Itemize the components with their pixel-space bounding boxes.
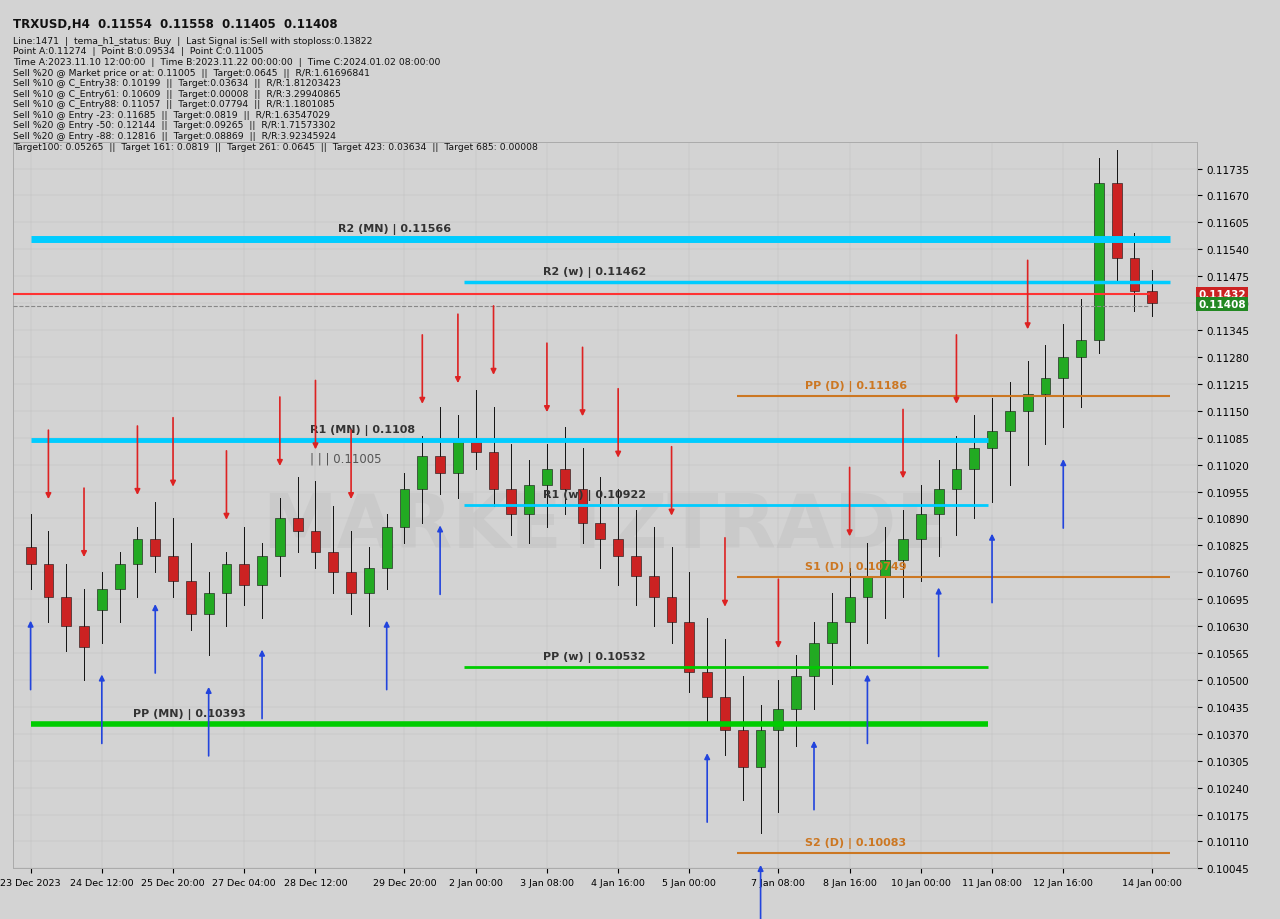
Bar <box>399 490 410 528</box>
Bar <box>559 470 570 490</box>
Bar <box>809 643 819 676</box>
Text: PP (D) | 0.11186: PP (D) | 0.11186 <box>805 380 908 391</box>
Bar <box>1076 341 1085 357</box>
Bar <box>863 577 872 597</box>
Text: Time A:2023.11.10 12:00:00  |  Time B:2023.11.22 00:00:00  |  Time C:2024.01.02 : Time A:2023.11.10 12:00:00 | Time B:2023… <box>13 58 440 67</box>
Text: Sell %20 @ Entry -88: 0.12816  ||  Target:0.08869  ||  R/R:3.92345924: Sell %20 @ Entry -88: 0.12816 || Target:… <box>13 132 335 141</box>
Bar <box>1112 184 1121 258</box>
Bar <box>26 548 36 564</box>
Text: Sell %20 @ Market price or at: 0.11005  ||  Target:0.0645  ||  R/R:1.61696841: Sell %20 @ Market price or at: 0.11005 |… <box>13 68 370 77</box>
Bar <box>721 697 730 730</box>
Bar <box>1147 291 1157 304</box>
Text: Sell %10 @ C_Entry38: 0.10199  ||  Target:0.03634  ||  R/R:1.81203423: Sell %10 @ C_Entry38: 0.10199 || Target:… <box>13 79 340 88</box>
Bar <box>417 457 428 490</box>
Text: Target100: 0.05265  ||  Target 161: 0.0819  ||  Target 261: 0.0645  ||  Target 4: Target100: 0.05265 || Target 161: 0.0819… <box>13 142 538 152</box>
Text: Sell %10 @ C_Entry61: 0.10609  ||  Target:0.00008  ||  R/R:3.29940865: Sell %10 @ C_Entry61: 0.10609 || Target:… <box>13 90 340 98</box>
Bar <box>61 597 72 627</box>
Text: R1 (w) | 0.10922: R1 (w) | 0.10922 <box>544 490 646 501</box>
Text: S1 (D) | 0.10749: S1 (D) | 0.10749 <box>805 562 908 573</box>
Bar <box>649 577 659 597</box>
Bar <box>186 581 196 614</box>
Text: Line:1471  |  tema_h1_status: Buy  |  Last Signal is:Sell with stoploss:0.13822: Line:1471 | tema_h1_status: Buy | Last S… <box>13 37 372 46</box>
Bar <box>150 539 160 556</box>
Bar <box>1023 395 1033 412</box>
Text: Sell %10 @ Entry -23: 0.11685  ||  Target:0.0819  ||  R/R:1.63547029: Sell %10 @ Entry -23: 0.11685 || Target:… <box>13 110 330 119</box>
Bar <box>916 515 925 539</box>
Bar <box>577 490 588 523</box>
Bar <box>703 672 712 697</box>
Bar <box>239 564 250 585</box>
Bar <box>613 539 623 556</box>
Bar <box>881 561 890 577</box>
Bar <box>845 597 855 622</box>
Bar <box>827 622 837 643</box>
Bar <box>933 490 943 515</box>
Text: 0.11408: 0.11408 <box>1198 300 1245 310</box>
Bar <box>987 432 997 448</box>
Bar <box>969 448 979 470</box>
Bar <box>507 490 516 515</box>
Bar <box>346 573 356 594</box>
Bar <box>899 539 908 561</box>
Bar <box>525 486 534 515</box>
Text: Sell %10 @ C_Entry88: 0.11057  ||  Target:0.07794  ||  R/R:1.1801085: Sell %10 @ C_Entry88: 0.11057 || Target:… <box>13 100 334 109</box>
Bar <box>329 552 338 573</box>
Bar <box>293 519 302 531</box>
Bar <box>541 470 552 486</box>
Bar <box>1094 184 1103 341</box>
Text: | | | 0.11005: | | | 0.11005 <box>310 452 381 465</box>
Bar <box>951 470 961 490</box>
Bar <box>667 597 676 622</box>
Bar <box>435 457 445 473</box>
Bar <box>773 709 783 730</box>
Text: TRXUSD,H4  0.11554  0.11558  0.11405  0.11408: TRXUSD,H4 0.11554 0.11558 0.11405 0.1140… <box>13 18 338 31</box>
Text: 0.11432: 0.11432 <box>1198 289 1245 300</box>
Text: PP (w) | 0.10532: PP (w) | 0.10532 <box>544 651 646 662</box>
Bar <box>115 564 124 589</box>
Bar <box>381 528 392 569</box>
Bar <box>685 622 694 672</box>
Bar <box>737 730 748 767</box>
Bar <box>631 556 641 577</box>
Bar <box>364 569 374 594</box>
Text: R2 (MN) | 0.11566: R2 (MN) | 0.11566 <box>338 223 452 234</box>
Bar <box>44 564 54 597</box>
Bar <box>133 539 142 564</box>
Bar <box>204 594 214 614</box>
Bar <box>257 556 268 585</box>
Bar <box>311 531 320 552</box>
Bar <box>1059 357 1069 379</box>
Text: R1 (MN) | 0.1108: R1 (MN) | 0.1108 <box>310 425 415 436</box>
Bar <box>791 676 801 709</box>
Text: MARKETZTRADE: MARKETZTRADE <box>262 491 947 563</box>
Bar <box>221 564 232 594</box>
Text: S2 (D) | 0.10083: S2 (D) | 0.10083 <box>805 837 906 847</box>
Bar <box>1005 412 1015 432</box>
Text: Point A:0.11274  |  Point B:0.09534  |  Point C:0.11005: Point A:0.11274 | Point B:0.09534 | Poin… <box>13 47 264 56</box>
Bar <box>595 523 605 539</box>
Text: Sell %20 @ Entry -50: 0.12144  ||  Target:0.09265  ||  R/R:1.71573302: Sell %20 @ Entry -50: 0.12144 || Target:… <box>13 121 335 130</box>
Text: R2 (w) | 0.11462: R2 (w) | 0.11462 <box>544 267 646 278</box>
Bar <box>168 556 178 581</box>
Text: PP (MN) | 0.10393: PP (MN) | 0.10393 <box>133 709 246 720</box>
Bar <box>471 440 480 453</box>
Bar <box>79 627 88 647</box>
Bar <box>755 730 765 767</box>
Bar <box>1041 379 1051 395</box>
Bar <box>275 519 284 556</box>
Bar <box>489 453 498 490</box>
Bar <box>1129 258 1139 291</box>
Bar <box>453 440 463 473</box>
Bar <box>97 589 106 610</box>
